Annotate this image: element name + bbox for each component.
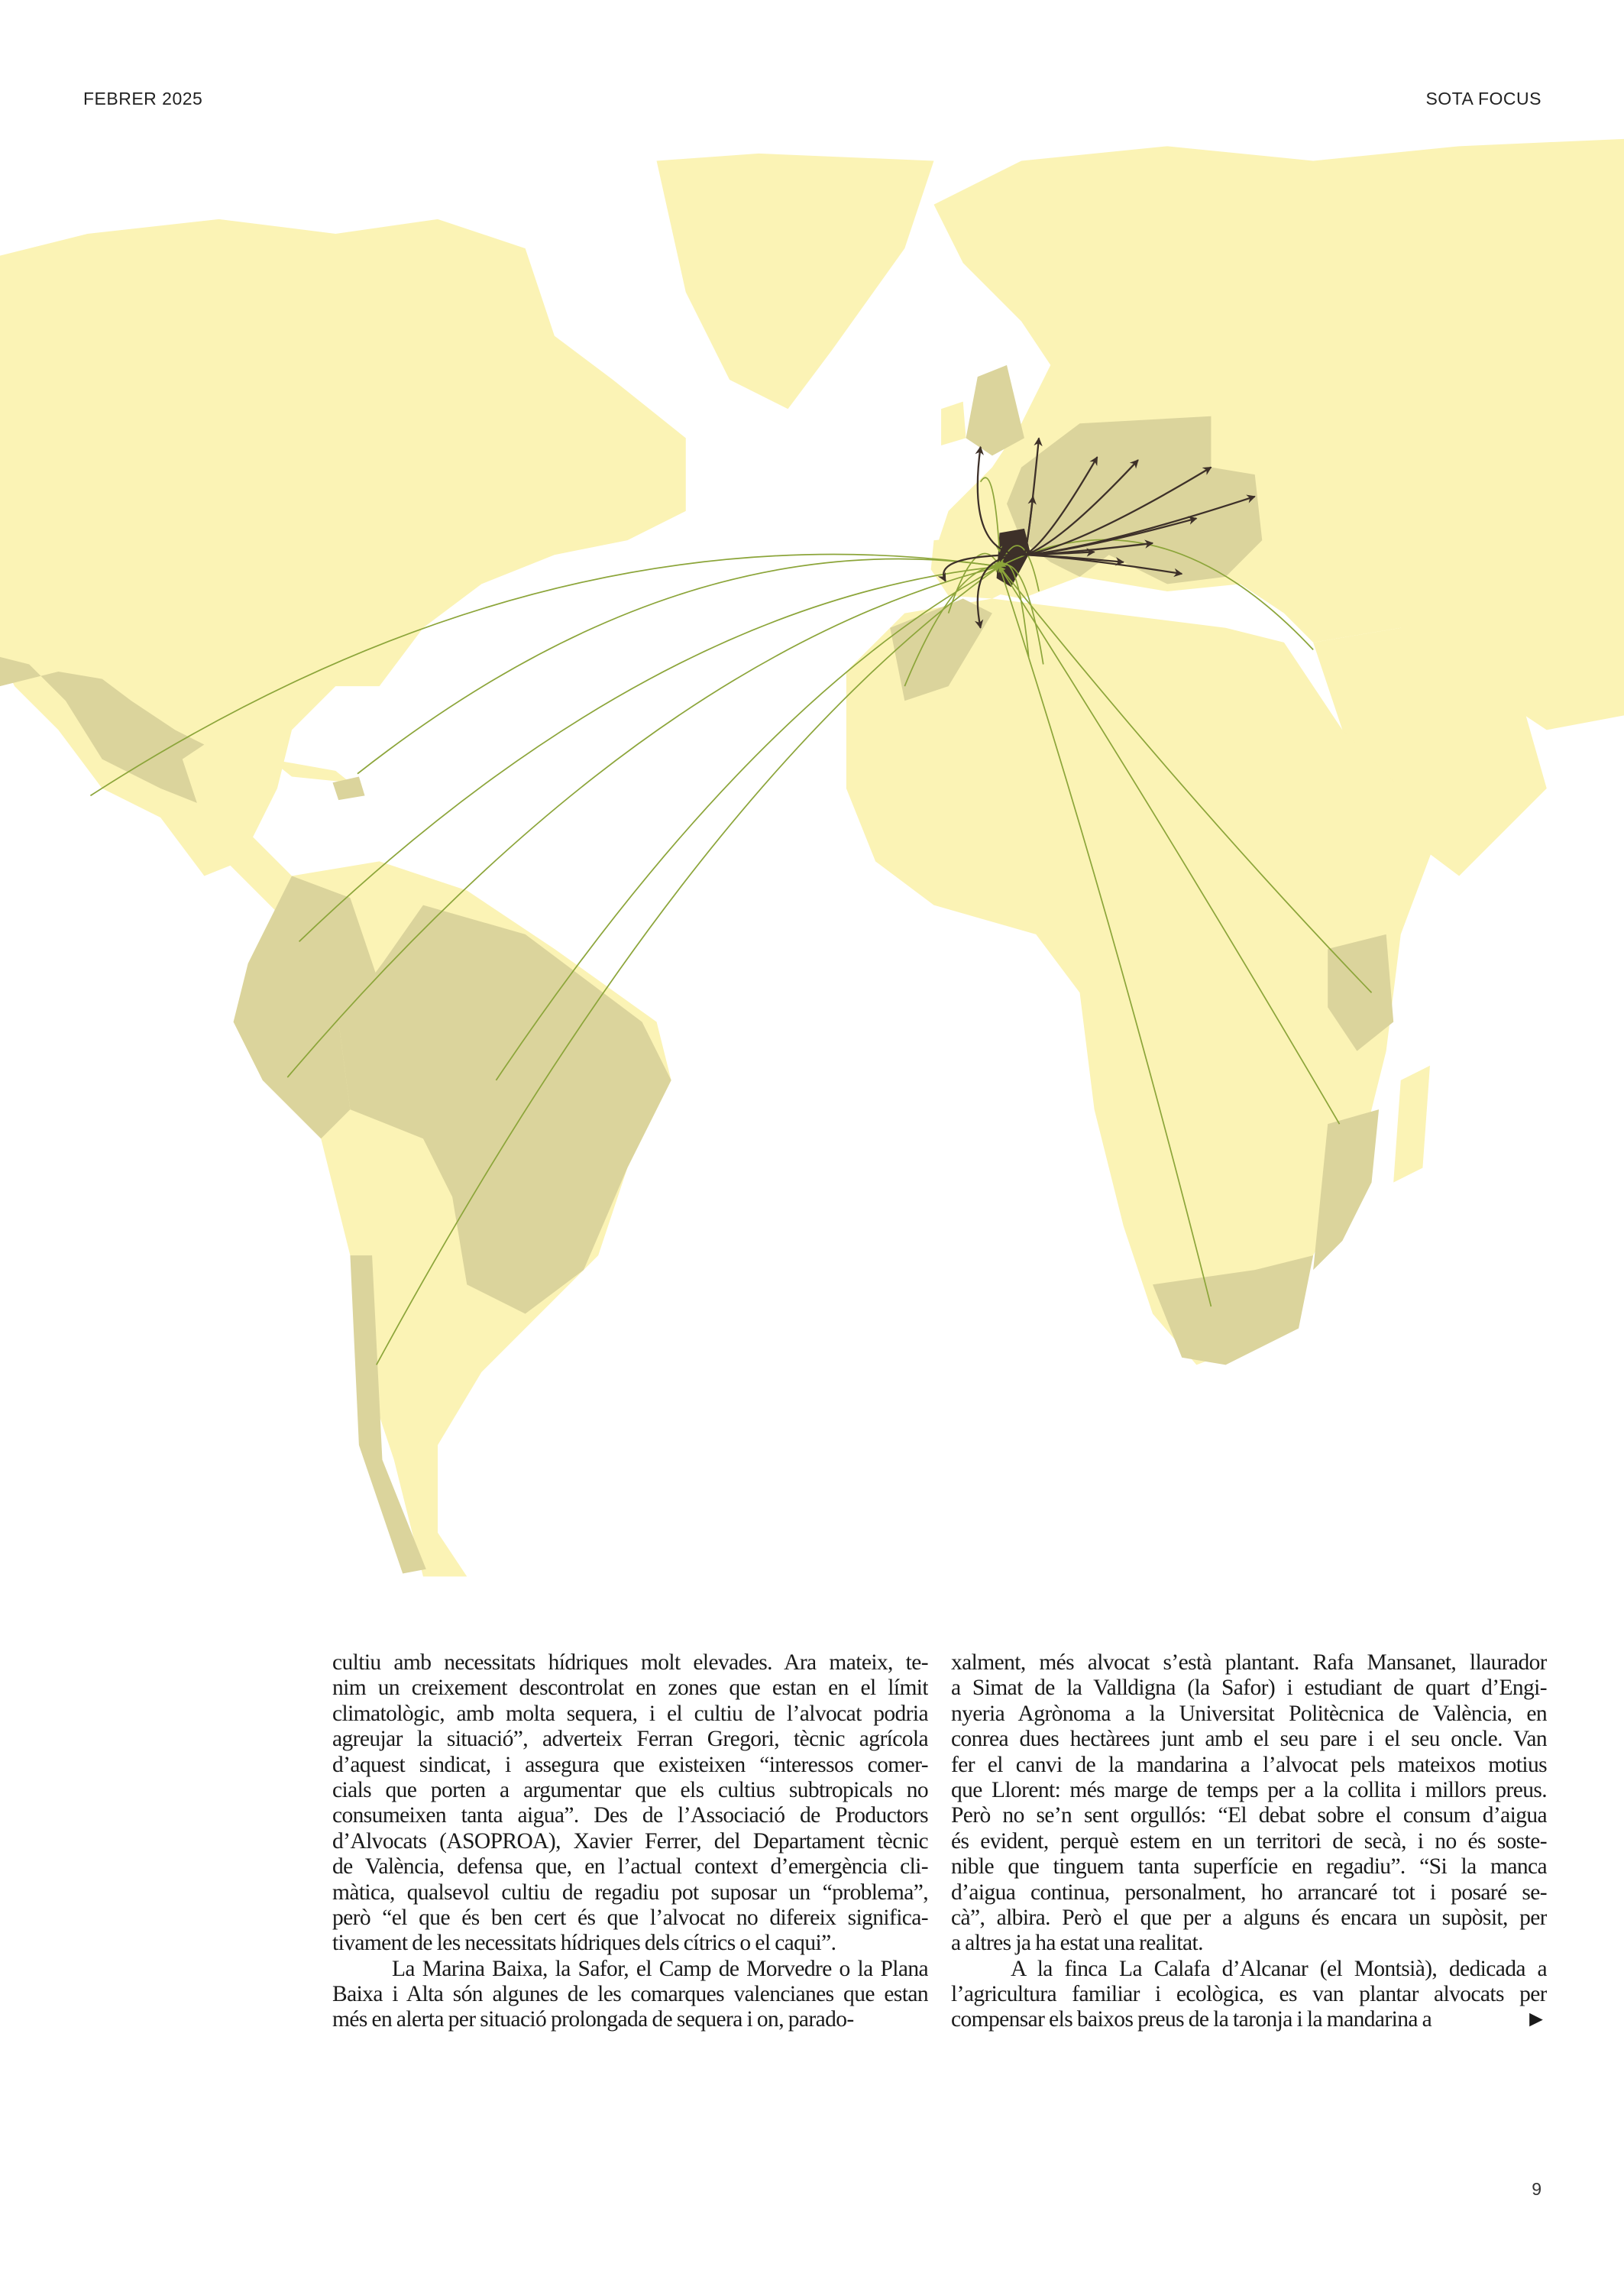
cuba	[270, 759, 351, 783]
import-route-line	[998, 565, 1341, 1125]
text-line: més en alerta per situació prolongada de…	[332, 2007, 854, 2032]
text-line: Però no se’n sent orgullós: “El debat so…	[951, 1803, 1547, 1828]
africa	[846, 598, 1445, 1365]
arabia	[1313, 627, 1547, 876]
export-route-arrow	[1024, 554, 1183, 578]
dominican-republic	[332, 776, 365, 801]
continue-arrow-icon: ►	[1525, 2007, 1547, 2032]
export-route-arrow	[1024, 456, 1098, 556]
text-line: consumeixen tanta aigua”. Des de l’Assoc…	[332, 1803, 928, 1828]
north-america	[0, 219, 686, 876]
text-line: a Simat de la Valldigna (la Safor) i est…	[951, 1676, 1547, 1701]
text-line: nyeria Agrònoma a la Universitat Politèc…	[951, 1701, 1547, 1726]
import-route-line	[495, 565, 1001, 1081]
text-line: agreujar la situació”, adverteix Ferran …	[332, 1727, 928, 1752]
text-line: l’agricultura familiar i ecològica, es v…	[951, 1982, 1547, 2007]
ireland	[941, 401, 966, 445]
eurasia	[933, 138, 1624, 730]
text-line: és evident, perquè estem en un territori…	[951, 1828, 1547, 1854]
text-line: de València, defensa que, en l’actual co…	[332, 1854, 928, 1880]
text-line: tivament de les necessitats hídriques de…	[332, 1931, 836, 1956]
export-route-arrow	[975, 445, 1024, 556]
article-column-right: xalment, més alvocat s’està plantant. Ra…	[951, 1650, 1547, 2033]
text-line: compensar els baixos preus de la taronja…	[951, 2007, 1547, 2032]
text-line: nim un creixement descontrolat en zones …	[332, 1676, 928, 1701]
mozambique	[1313, 1109, 1380, 1271]
text-line: d’Alvocats (ASOPROA), Xavier Ferrer, del…	[332, 1828, 928, 1854]
text-line: conrea dues hectàrees junt amb el seu pa…	[951, 1727, 1547, 1752]
export-route-arrow	[1023, 495, 1037, 555]
text-line: nible que tinguem tanta superfície en re…	[951, 1854, 1547, 1880]
import-route-line	[998, 565, 1373, 993]
import-route-line	[998, 539, 1314, 650]
import-route-line	[286, 565, 1001, 1078]
text-line: climatològic, amb molta sequera, i el cu…	[332, 1701, 928, 1726]
south-africa	[1153, 1255, 1314, 1365]
article-column-left: cultiu amb necessitats hídriques molt el…	[332, 1650, 928, 2033]
text-line: fer el canvi de la mandarina a l’alvocat…	[951, 1752, 1547, 1777]
text-line: xalment, més alvocat s’està plantant. Ra…	[951, 1650, 1547, 1675]
text-line: d’aigua continua, personalment, ho arran…	[951, 1880, 1547, 1905]
brazil	[338, 905, 671, 1314]
uk	[966, 364, 1024, 456]
text-line: màtica, qualsevol cultiu de regadiu pot …	[332, 1880, 928, 1905]
greenland	[656, 153, 934, 410]
import-route-line	[376, 565, 1001, 1365]
export-route-arrow	[974, 554, 1024, 629]
text-line: d’aquest sindicat, i assegura que existe…	[332, 1752, 928, 1777]
import-route-line	[998, 560, 1044, 665]
text-line: cultiu amb necessitats hídriques molt el…	[332, 1650, 928, 1675]
mexico	[0, 656, 205, 803]
text-line: A la finca La Calafa d’Alcanar (el Monts…	[1011, 1956, 1547, 1981]
text-line: La Marina Baixa, la Safor, el Camp de Mo…	[392, 1956, 928, 1981]
import-route-line	[998, 565, 1212, 1307]
text-line-content: compensar els baixos preus de la taronja…	[951, 2007, 1432, 2032]
chile	[350, 1255, 426, 1574]
central-america	[204, 810, 307, 920]
export-route-arrow	[1024, 459, 1139, 556]
morocco	[890, 598, 992, 701]
issue-date: FEBRER 2025	[83, 89, 203, 108]
export-route-arrow	[1024, 466, 1212, 556]
text-line: cials que porten a argumentar que els cu…	[332, 1777, 928, 1802]
section-name: SOTA FOCUS	[1425, 89, 1542, 108]
export-route-arrow	[937, 554, 1024, 582]
import-route-line	[979, 477, 1003, 553]
import-route-line	[298, 564, 1001, 943]
page-number: 9	[1532, 2179, 1542, 2199]
text-line: que Llorent: més marge de temps per a la…	[951, 1777, 1547, 1802]
export-route-arrow	[1024, 548, 1095, 557]
colombia-peru	[233, 876, 383, 1139]
text-line: Baixa i Alta són algunes de les comarque…	[332, 1982, 928, 2007]
text-line: però “el que és ben cert és que l’alvoca…	[332, 1905, 928, 1930]
madagascar	[1393, 1065, 1430, 1183]
text-line: cà”, albira. Però el que per a alguns és…	[951, 1905, 1547, 1930]
text-line: a altres ja ha estat una realitat.	[951, 1931, 1203, 1956]
import-route-line	[357, 558, 1001, 775]
import-route-line	[89, 553, 1001, 797]
